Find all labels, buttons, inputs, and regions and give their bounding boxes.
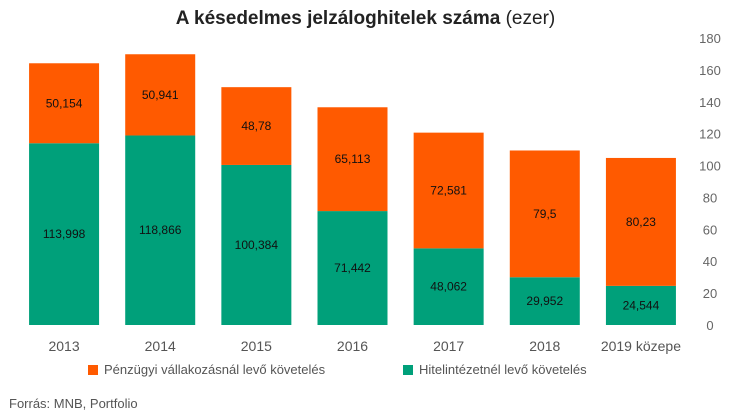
- x-tick-label: 2019 közepe: [601, 338, 681, 354]
- data-label: 48,062: [430, 280, 467, 294]
- x-tick-label: 2017: [433, 338, 464, 354]
- x-tick-label: 2014: [145, 338, 176, 354]
- bar-segment-hitelintezet: [509, 277, 580, 325]
- bar-segment-penzugyi: [221, 87, 292, 165]
- data-label: 80,23: [626, 215, 656, 229]
- bar-segment-penzugyi: [125, 54, 196, 136]
- bar-segment-penzugyi: [413, 132, 484, 249]
- bar-segment-hitelintezet: [125, 135, 196, 325]
- data-label: 29,952: [526, 294, 563, 308]
- data-label: 50,941: [142, 88, 179, 102]
- y-tick-label: 100: [699, 159, 721, 174]
- legend-swatch-green: [403, 364, 413, 375]
- data-label: 71,442: [334, 261, 371, 275]
- data-label: 65,113: [335, 152, 371, 166]
- y-tick-label: 140: [699, 95, 721, 110]
- legend-label-green: Hitelintézetnél levő követelés: [419, 362, 587, 377]
- bar-segment-penzugyi: [509, 150, 580, 278]
- y-tick-label: 180: [699, 31, 721, 46]
- legend-item-orange: Pénzügyi vállakozásnál levő követelés: [88, 362, 325, 377]
- data-label: 118,866: [139, 223, 182, 237]
- bar-segment-hitelintezet: [605, 285, 676, 325]
- data-label: 72,581: [430, 184, 467, 198]
- y-tick-label: 40: [703, 254, 717, 269]
- bar-segment-penzugyi: [317, 107, 388, 212]
- bar-segment-penzugyi: [29, 63, 100, 144]
- bar-segment-penzugyi: [605, 157, 676, 286]
- y-tick-label: 80: [703, 190, 717, 205]
- data-label: 100,384: [235, 238, 279, 252]
- x-tick-label: 2016: [337, 338, 368, 354]
- bar-segment-hitelintezet: [317, 211, 388, 325]
- legend-label-orange: Pénzügyi vállakozásnál levő követelés: [104, 362, 326, 377]
- chart-title-main: A késedelmes jelzáloghitelek száma: [175, 8, 501, 29]
- data-label: 24,544: [623, 298, 660, 312]
- bar-segment-hitelintezet: [413, 248, 484, 325]
- chart-title-unit: (ezer): [505, 8, 556, 29]
- x-tick-label: 2015: [241, 338, 272, 354]
- y-tick-label: 20: [703, 286, 717, 301]
- bar-segment-hitelintezet: [29, 143, 100, 325]
- data-label: 79,5: [533, 207, 557, 221]
- legend-swatch-orange: [88, 364, 98, 375]
- data-label: 113,998: [43, 227, 86, 241]
- y-tick-label: 60: [703, 222, 717, 237]
- x-tick-label: 2013: [48, 338, 79, 354]
- source-note: Forrás: MNB, Portfolio: [9, 396, 138, 411]
- y-tick-label: 0: [706, 318, 713, 333]
- data-label: 50,154: [46, 96, 83, 110]
- chart-title: A késedelmes jelzáloghitelek száma (ezer…: [0, 8, 731, 30]
- data-label: 48,78: [241, 119, 271, 133]
- y-tick-label: 160: [699, 63, 721, 78]
- bar-segment-hitelintezet: [221, 164, 292, 325]
- x-tick-label: 2018: [529, 338, 560, 354]
- legend-item-green: Hitelintézetnél levő követelés: [403, 362, 587, 377]
- y-tick-label: 120: [699, 127, 721, 142]
